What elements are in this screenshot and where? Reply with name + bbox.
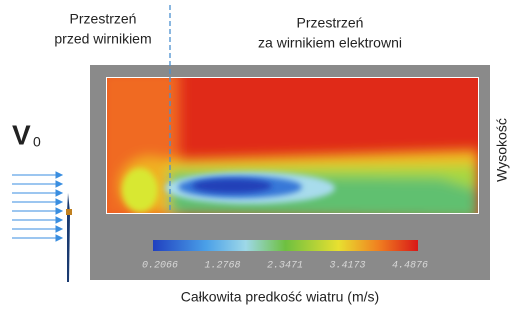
inflow-symbol: V bbox=[12, 119, 31, 150]
upstream-label: przed wirnikiem bbox=[54, 31, 151, 47]
caption: Całkowita predkość wiatru (m/s) bbox=[181, 289, 379, 305]
inflow-arrows bbox=[12, 172, 62, 241]
upstream-label: Przestrzeń bbox=[70, 11, 137, 27]
figure: Przestrzeń przed wirnikiem Przestrzeń za… bbox=[0, 0, 511, 310]
side-label: Wysokość bbox=[494, 118, 510, 182]
inflow-subscript: 0 bbox=[33, 134, 41, 150]
colorbar-tick-label: 0.2066 bbox=[142, 261, 178, 272]
turbine bbox=[66, 193, 72, 282]
colorbar-tick-label: 1.2768 bbox=[204, 261, 240, 272]
colorbar-tick-label: 2.3471 bbox=[267, 261, 303, 272]
colorbar-tick-label: 3.4173 bbox=[329, 261, 365, 272]
velocity-field bbox=[100, 70, 478, 220]
downstream-label: za wirnikiem elektrowni bbox=[258, 35, 402, 51]
colorbar-tick-label: 4.4876 bbox=[392, 261, 428, 272]
colorbar bbox=[153, 240, 418, 251]
downstream-label: Przestrzeń bbox=[297, 15, 364, 31]
